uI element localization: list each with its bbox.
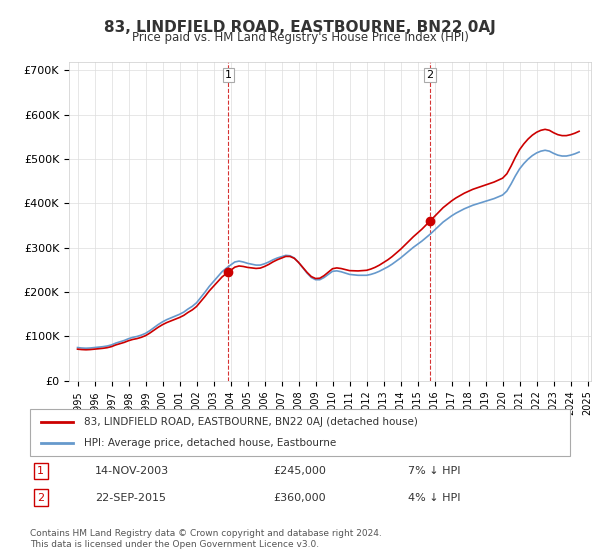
- Text: HPI: Average price, detached house, Eastbourne: HPI: Average price, detached house, East…: [84, 438, 336, 448]
- Text: £245,000: £245,000: [273, 466, 326, 476]
- Text: 2: 2: [37, 492, 44, 502]
- Text: 22-SEP-2015: 22-SEP-2015: [95, 492, 166, 502]
- Text: £360,000: £360,000: [273, 492, 326, 502]
- Text: Contains HM Land Registry data © Crown copyright and database right 2024.
This d: Contains HM Land Registry data © Crown c…: [30, 529, 382, 549]
- Text: 83, LINDFIELD ROAD, EASTBOURNE, BN22 0AJ (detached house): 83, LINDFIELD ROAD, EASTBOURNE, BN22 0AJ…: [84, 417, 418, 427]
- Text: Price paid vs. HM Land Registry's House Price Index (HPI): Price paid vs. HM Land Registry's House …: [131, 31, 469, 44]
- Text: 2: 2: [426, 70, 433, 80]
- Text: 7% ↓ HPI: 7% ↓ HPI: [408, 466, 461, 476]
- Text: 1: 1: [225, 70, 232, 80]
- FancyBboxPatch shape: [30, 409, 570, 456]
- Text: 4% ↓ HPI: 4% ↓ HPI: [408, 492, 461, 502]
- Text: 14-NOV-2003: 14-NOV-2003: [95, 466, 169, 476]
- Text: 1: 1: [37, 466, 44, 476]
- Text: 83, LINDFIELD ROAD, EASTBOURNE, BN22 0AJ: 83, LINDFIELD ROAD, EASTBOURNE, BN22 0AJ: [104, 20, 496, 35]
